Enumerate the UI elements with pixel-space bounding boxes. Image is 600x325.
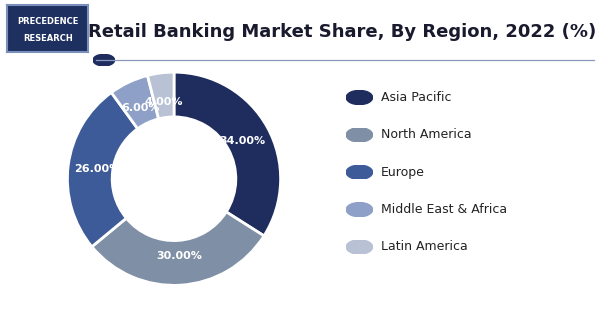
Text: Asia Pacific: Asia Pacific: [381, 91, 452, 104]
Wedge shape: [67, 93, 137, 247]
Text: Retail Banking Market Share, By Region, 2022 (%): Retail Banking Market Share, By Region, …: [88, 23, 596, 41]
Text: 34.00%: 34.00%: [219, 136, 265, 146]
Text: 4.00%: 4.00%: [145, 97, 184, 107]
Circle shape: [346, 240, 373, 254]
Text: 6.00%: 6.00%: [122, 103, 160, 113]
Text: Europe: Europe: [381, 166, 425, 179]
Wedge shape: [112, 75, 158, 129]
Wedge shape: [148, 72, 174, 119]
Circle shape: [346, 128, 373, 142]
Circle shape: [346, 202, 373, 217]
Text: 26.00%: 26.00%: [74, 164, 120, 174]
Text: PRECEDENCE: PRECEDENCE: [17, 17, 79, 26]
Wedge shape: [92, 212, 264, 285]
Circle shape: [93, 54, 115, 66]
Circle shape: [346, 90, 373, 105]
Wedge shape: [174, 72, 281, 236]
Text: RESEARCH: RESEARCH: [23, 34, 73, 43]
Text: 30.00%: 30.00%: [156, 252, 202, 261]
Text: Middle East & Africa: Middle East & Africa: [381, 203, 507, 216]
Circle shape: [346, 165, 373, 179]
Text: Latin America: Latin America: [381, 240, 468, 254]
Text: North America: North America: [381, 128, 472, 141]
